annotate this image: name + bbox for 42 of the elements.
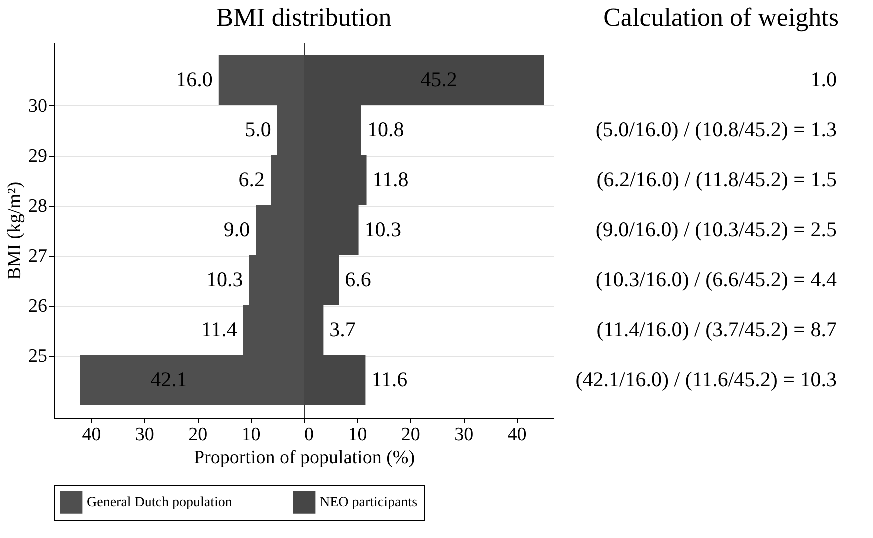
text: Calculation of weights [604,3,839,32]
x-tick-label: 0 [304,424,314,446]
x-tick-label: 10 [242,424,261,446]
data-label: 9.0 [224,218,250,242]
y-tick-label: 30 [28,96,48,117]
data-label: 11.6 [372,368,408,392]
y-tick-label: 25 [28,346,48,367]
data-label: 42.1 [150,368,188,392]
text: (6.2/16.0) / (11.8/45.2) = 1.5 [596,168,837,192]
data-label: 10.8 [367,118,404,142]
data-label: 45.2 [420,68,458,92]
text: (42.1/16.0) / (11.6/45.2) = 10.3 [576,368,837,392]
text: 1.0 [810,68,837,92]
y-axis-title: BMI (kg/m²) [4,182,26,280]
y-tick-label: 29 [28,146,48,167]
text: (5.0/16.0) / (10.8/45.2) = 1.3 [596,118,837,142]
text: (9.0/16.0) / (10.3/45.2) = 2.5 [596,218,837,242]
y-tick-label: 27 [28,246,48,267]
x-tick-label: 20 [188,424,208,446]
x-tick-label: 30 [454,424,474,446]
x-axis-title: Proportion of population (%) [194,448,416,468]
data-label: 3.7 [330,318,356,342]
chart-title: BMI distribution [216,3,392,32]
text: NEO participants [320,496,418,511]
y-tick-label: 26 [28,296,48,317]
y-tick-label: 28 [28,196,48,217]
x-tick-label: 40 [508,424,527,446]
text: (10.3/16.0) / (6.6/45.2) = 4.4 [596,268,838,292]
legend-label: General Dutch population [87,496,232,511]
data-label: 11.8 [372,168,409,192]
data-label: 11.4 [201,318,238,342]
data-label: 6.2 [238,168,266,192]
x-tick-label: 20 [401,424,420,446]
data-label: 10.3 [364,218,402,242]
x-tick-label: 40 [82,424,102,446]
data-label: 5.0 [245,118,272,142]
x-tick-label: 30 [135,424,154,446]
data-label: 16.0 [176,68,213,92]
data-label: 10.3 [206,268,244,292]
x-tick-label: 10 [348,424,368,446]
data-label: 6.6 [345,268,372,292]
text: (11.4/16.0) / (3.7/45.2) = 8.7 [596,318,837,342]
